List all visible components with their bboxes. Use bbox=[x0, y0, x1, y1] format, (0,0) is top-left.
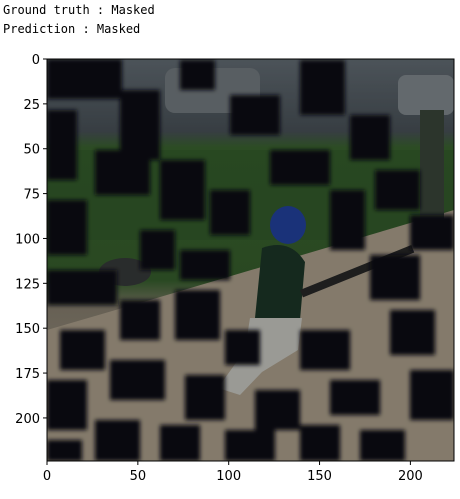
ground-truth-caption: Ground truth : Masked bbox=[3, 3, 155, 17]
y-tick-label: 25 bbox=[23, 98, 40, 113]
jersey bbox=[255, 245, 305, 320]
y-tick-label: 200 bbox=[15, 412, 40, 427]
x-tick-label: 0 bbox=[43, 469, 51, 484]
batting-helmet bbox=[270, 206, 306, 244]
y-tick-label: 50 bbox=[23, 143, 40, 158]
x-tick-label: 50 bbox=[130, 469, 147, 484]
x-tick-label: 200 bbox=[398, 469, 423, 484]
y-tick-label: 175 bbox=[15, 367, 40, 382]
y-axis: 0 25 50 75 100 125 150 175 200 bbox=[15, 53, 47, 427]
y-tick-label: 150 bbox=[15, 322, 40, 337]
car-shape-right bbox=[398, 75, 454, 115]
x-tick-label: 150 bbox=[307, 469, 332, 484]
x-tick-label: 100 bbox=[216, 469, 241, 484]
masked-photo bbox=[47, 59, 454, 461]
x-axis: 0 50 100 150 200 bbox=[43, 461, 423, 484]
mask-patches bbox=[47, 59, 454, 461]
prediction-caption: Prediction : Masked bbox=[3, 22, 141, 36]
y-tick-label: 0 bbox=[32, 53, 40, 68]
y-tick-label: 75 bbox=[23, 188, 40, 203]
y-tick-label: 125 bbox=[15, 277, 40, 292]
image-frame bbox=[46, 58, 455, 462]
y-tick-label: 100 bbox=[15, 232, 40, 247]
